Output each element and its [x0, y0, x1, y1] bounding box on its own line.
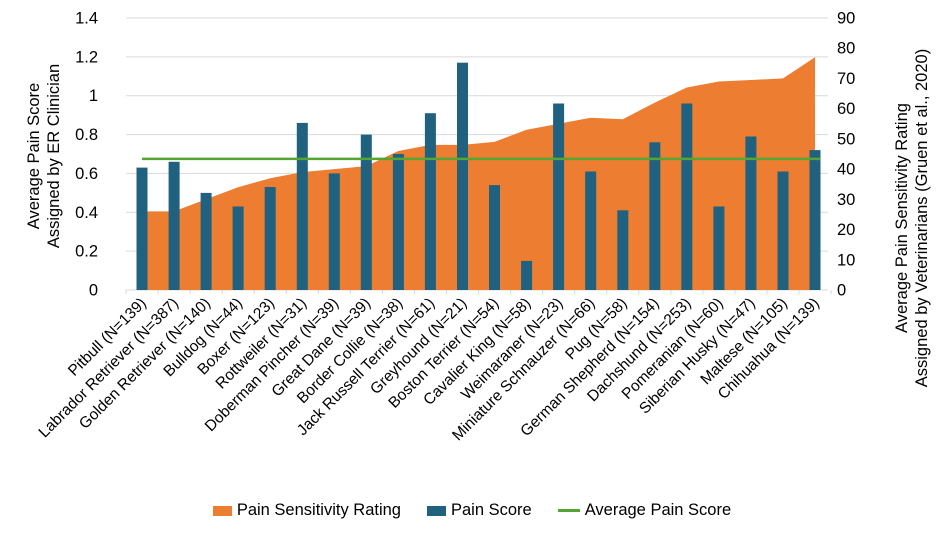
legend-label: Average Pain Score [584, 501, 732, 519]
pain-score-bar [424, 113, 436, 290]
pain-score-bar [745, 136, 757, 290]
pain-score-bars [136, 62, 821, 291]
category-labels: Pitbull (N=139)Labrador Retriever (N=387… [36, 295, 823, 444]
right-tick-label: 70 [837, 70, 855, 88]
left-tick-label: 0 [89, 282, 98, 300]
left-tick-label: 1.4 [75, 10, 98, 28]
right-tick-label: 40 [837, 161, 855, 179]
pain-score-bar [809, 150, 821, 290]
pain-sensitivity-area [142, 57, 815, 290]
left-tick-label: 0.2 [75, 243, 98, 261]
legend-label: Pain Score [450, 501, 532, 519]
left-axis-title: Average Pain Score Assigned by ER Clinic… [24, 16, 64, 296]
right-tick-label: 0 [837, 282, 846, 300]
pain-score-bar [585, 171, 597, 290]
pain-score-bar [392, 154, 404, 290]
pain-score-bar [489, 185, 500, 290]
left-tick-label: 1.2 [75, 48, 98, 66]
plot-area: 1.4 1.2 1 0.8 0.6 0.4 0.2 0 90 80 70 60 50 40 30 20 10 0P… [36, 10, 856, 445]
right-tick-label: 30 [837, 191, 855, 209]
legend-item-pain-sensitivity: Pain Sensitivity Rating [212, 501, 401, 520]
pain-score-bar [328, 173, 340, 290]
pain-score-swatch [426, 505, 446, 516]
pain-score-bar [296, 122, 308, 291]
pain-score-bar [360, 134, 372, 290]
pain-score-bar [553, 103, 565, 290]
pain-score-bar [136, 167, 148, 290]
pain-sensitivity-swatch [212, 505, 232, 516]
pain-score-bar [713, 206, 725, 290]
average-pain-score-swatch [557, 509, 580, 512]
pain-score-bar [232, 206, 244, 290]
legend-item-pain-score: Pain Score [426, 501, 532, 520]
left-tick-label: 0.6 [75, 165, 98, 183]
right-tick-label: 90 [837, 10, 855, 28]
pain-score-bar [200, 192, 212, 290]
category-label: Golden Retriever (N=140) [76, 295, 214, 433]
right-tick-label: 10 [837, 251, 855, 269]
left-axis-title-line2: Assigned by ER Clinician [45, 63, 63, 249]
left-tick-label: 1 [89, 87, 98, 105]
legend-label: Pain Sensitivity Rating [236, 501, 401, 519]
right-axis-title: Average Pain Sensitivity Rating Assigned… [892, 0, 932, 450]
pain-score-bar [649, 142, 661, 290]
legend-item-average-pain-score: Average Pain Score [557, 501, 732, 520]
left-tick-label: 0.4 [75, 204, 98, 222]
pain-score-bar [168, 161, 180, 290]
pain-score-bar [681, 103, 693, 290]
pain-score-bar [617, 210, 629, 290]
pain-score-bar [457, 62, 468, 291]
pain-score-bar [521, 260, 533, 290]
right-tick-label: 50 [837, 130, 855, 148]
right-axis-title-line2: Assigned by Veterinarians (Gruen et al.,… [913, 48, 931, 388]
right-axis-tick-labels: 90 80 70 60 50 40 30 20 10 0 [837, 10, 855, 300]
left-axis-tick-labels: 1.4 1.2 1 0.8 0.6 0.4 0.2 0 [75, 10, 98, 300]
right-axis-title-line1: Average Pain Sensitivity Rating [893, 103, 911, 333]
left-tick-label: 0.8 [75, 126, 98, 144]
right-tick-label: 80 [837, 40, 855, 58]
pain-score-bar [777, 171, 789, 290]
chart-legend: Pain Sensitivity Rating Pain Score Avera… [0, 501, 944, 520]
pain-score-bar [264, 187, 276, 290]
left-axis-title-line1: Average Pain Score [25, 82, 43, 230]
right-tick-label: 20 [837, 221, 855, 239]
right-tick-label: 60 [837, 100, 855, 118]
